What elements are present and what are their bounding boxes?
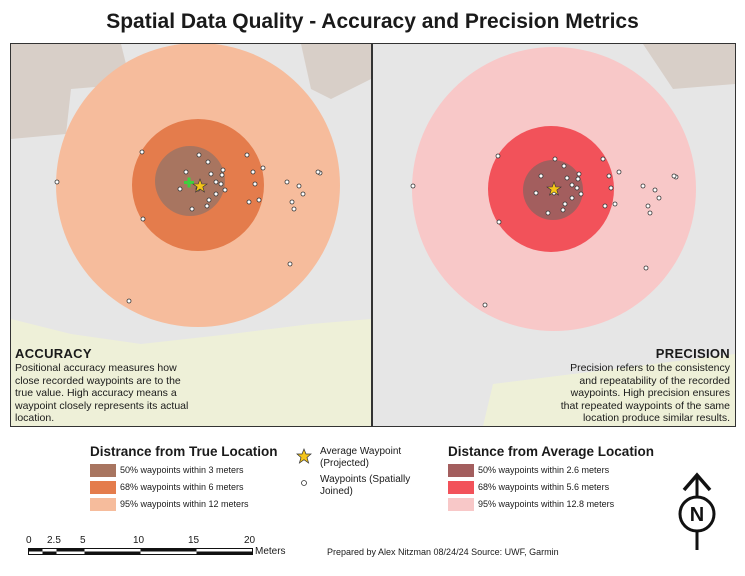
- star-icon: [296, 448, 312, 464]
- accuracy-map-panel: ACCURACY Positional accuracy measures ho…: [10, 43, 372, 427]
- legend-avg-label-68: 68% waypoints within 5.6 meters: [478, 482, 610, 492]
- precision-description: Precision refers to the consistency and …: [560, 362, 730, 424]
- waypoint-cluster: [54, 149, 323, 304]
- legend-waypoints-label: Waypoints (Spatially Joined): [320, 474, 411, 497]
- legend-avg-label-50: 50% waypoints within 2.6 meters: [478, 465, 610, 475]
- legend-true-item-68: 68% waypoints within 6 meters: [90, 480, 244, 494]
- legend-avg-item-95: 95% waypoints within 12.8 meters: [448, 497, 614, 511]
- vegetation-area: [11, 319, 371, 426]
- legend-true-label-95: 95% waypoints within 12 meters: [120, 499, 249, 509]
- precision-heading: PRECISION: [655, 346, 730, 361]
- waypoint-dot-icon: [301, 480, 307, 486]
- legend-true-item-50: 50% waypoints within 3 meters: [90, 463, 244, 477]
- building-footprint: [11, 44, 131, 139]
- scale-label-0: 0: [26, 535, 32, 546]
- scale-bar: [28, 548, 253, 555]
- precision-map-canvas: [373, 44, 735, 426]
- swatch-avg-68: [448, 480, 474, 494]
- average-waypoint-star: [192, 178, 208, 193]
- legend-true-item-95: 95% waypoints within 12 meters: [90, 497, 249, 511]
- accuracy-map-canvas: [11, 44, 371, 426]
- scale-label-2-5: 2.5: [47, 535, 61, 546]
- north-arrow-icon: N: [678, 472, 716, 550]
- scale-label-10: 10: [133, 535, 145, 546]
- swatch-true-68: [90, 480, 116, 494]
- swatch-avg-95: [448, 497, 474, 511]
- swatch-true-50: [90, 463, 116, 477]
- legend-average-waypoint-label: Average Waypoint (Projected): [320, 446, 402, 469]
- true-location-marker: [184, 177, 194, 188]
- waypoint-cluster: [410, 153, 679, 308]
- map-title: Spatial Data Quality - Accuracy and Prec…: [106, 10, 639, 33]
- scale-label-20: 20: [244, 535, 256, 546]
- legend-avg-label-95: 95% waypoints within 12.8 meters: [478, 499, 615, 509]
- vegetation-area: [483, 354, 735, 426]
- legend-avg-title: Distance from Average Location: [448, 444, 655, 459]
- accuracy-heading: ACCURACY: [15, 346, 92, 361]
- legend-true-label-68: 68% waypoints within 6 meters: [120, 482, 244, 492]
- north-arrow-letter: N: [690, 504, 704, 526]
- swatch-avg-50: [448, 463, 474, 477]
- scale-label-15: 15: [188, 535, 200, 546]
- legend-avg-item-68: 68% waypoints within 5.6 meters: [448, 480, 609, 494]
- scale-label-5: 5: [80, 535, 86, 546]
- precision-map-panel: PRECISION Precision refers to the consis…: [372, 43, 736, 427]
- average-waypoint-star: [546, 181, 562, 196]
- swatch-true-95: [90, 497, 116, 511]
- legend-true-title: Distrance from True Location: [90, 444, 278, 459]
- accuracy-description: Positional accuracy measures how close r…: [15, 362, 189, 424]
- credit-line: Prepared by Alex Nitzman 08/24/24 Source…: [327, 547, 559, 557]
- building-footprint: [301, 44, 371, 99]
- building-footprint: [643, 44, 735, 89]
- legend-true-label-50: 50% waypoints within 3 meters: [120, 465, 244, 475]
- scale-unit: Meters: [255, 546, 286, 557]
- legend-avg-item-50: 50% waypoints within 2.6 meters: [448, 463, 609, 477]
